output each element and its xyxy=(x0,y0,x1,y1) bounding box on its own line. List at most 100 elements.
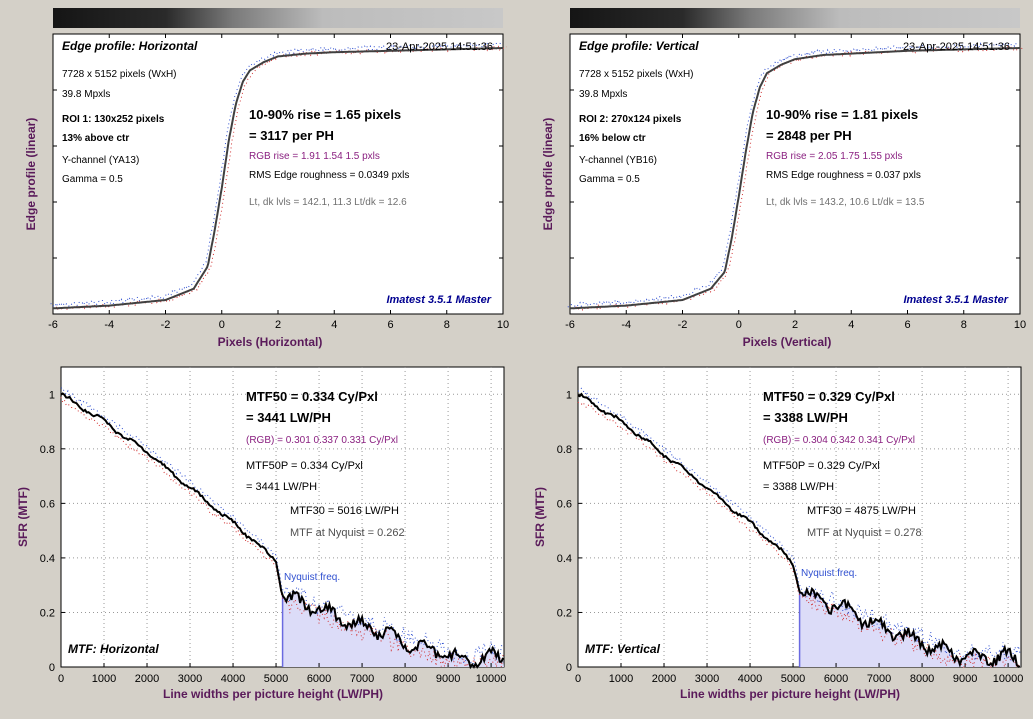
edge-xtick-label: -6 xyxy=(565,319,575,331)
edge-strip-horizontal xyxy=(53,8,503,28)
channel-vertical: Y-channel (YB16) xyxy=(579,155,657,166)
mtf-ytick-label: 0.2 xyxy=(40,607,55,619)
edge-xtick-label: 6 xyxy=(904,319,910,331)
mtf-xtick-label: 7000 xyxy=(867,673,891,685)
mtf-xtick-label: 7000 xyxy=(350,673,374,685)
edge-xtick-label: 10 xyxy=(497,319,509,331)
edge-xtick-label: 8 xyxy=(444,319,450,331)
rgb-rise-horizontal: RGB rise = 1.91 1.54 1.5 pxls xyxy=(249,151,380,162)
rise-vertical: 10-90% rise = 1.81 pixels xyxy=(766,107,918,122)
edge-title-vertical: Edge profile: Vertical xyxy=(579,39,699,53)
light-dark-levels-vertical: Lt, dk lvls = 143.2, 10.6 Lt/dk = 13.5 xyxy=(766,197,925,208)
mtf-axis-ticks-vertical: 0 1000 2000 3000 4000 5000 6000 7000 8000 9000 100… xyxy=(557,389,1024,685)
gamma-vertical: Gamma = 0.5 xyxy=(579,174,640,185)
mtf50-vertical: MTF50 = 0.329 Cy/Pxl xyxy=(763,389,895,404)
edge-timestamp-vertical: 23-Apr-2025 14:51:36 xyxy=(903,41,1010,53)
edge-xtick-label: 6 xyxy=(387,319,393,331)
rgb-rise-vertical: RGB rise = 2.05 1.75 1.55 pxls xyxy=(766,151,902,162)
channel-horizontal: Y-channel (YA13) xyxy=(62,155,139,166)
nyquist-label-horizontal: Nyquist freq. xyxy=(284,572,340,583)
mtf-ytick-label: 0.8 xyxy=(557,444,572,456)
edge-ylabel-vertical: Edge profile (linear) xyxy=(541,118,555,231)
mtf-fill-beyond-nyquist-vertical xyxy=(799,588,1021,667)
mtf50-horizontal: MTF50 = 0.334 Cy/Pxl xyxy=(246,389,378,404)
mtf-rgb-horizontal: (RGB) = 0.301 0.337 0.331 Cy/Pxl xyxy=(246,435,398,446)
mtf-curve-horizontal xyxy=(60,392,505,670)
roi-vertical: ROI 2: 270x124 pixels xyxy=(579,114,682,125)
edge-strip-vertical xyxy=(570,8,1020,28)
mtf-xtick-label: 2000 xyxy=(652,673,676,685)
mtf-ytick-label: 0 xyxy=(566,662,572,674)
edge-roughness-horizontal: RMS Edge roughness = 0.0349 pxls xyxy=(249,170,409,181)
mtf-xtick-label: 8000 xyxy=(910,673,934,685)
mtf-xtick-label: 3000 xyxy=(695,673,719,685)
nyquist-label-vertical: Nyquist freq. xyxy=(801,568,857,579)
edge-axis-ticks-vertical: -6 -4 -2 0 2 4 6 8 10 xyxy=(565,34,1026,331)
edge-curve-blue-horizontal xyxy=(50,42,501,308)
mtf-xtick-label: 10000 xyxy=(993,673,1024,685)
edge-timestamp-horizontal: 23-Apr-2025 14:51:36 xyxy=(386,41,493,53)
roi-position-horizontal: 13% above ctr xyxy=(62,133,129,144)
edge-roughness-vertical: RMS Edge roughness = 0.037 pxls xyxy=(766,170,921,181)
watermark-horizontal: Imatest 3.5.1 Master xyxy=(386,294,491,306)
edge-ylabel-horizontal: Edge profile (linear) xyxy=(24,118,38,231)
edge-xtick-label: -4 xyxy=(621,319,631,331)
rise-horizontal: 10-90% rise = 1.65 pixels xyxy=(249,107,401,122)
roi-position-vertical: 16% below ctr xyxy=(579,133,646,144)
edge-xtick-label: 2 xyxy=(275,319,281,331)
mtf-ytick-label: 1 xyxy=(566,389,572,401)
mtf-xtick-label: 8000 xyxy=(393,673,417,685)
mtf-ytick-label: 0.6 xyxy=(40,498,55,510)
edge-axis-ticks-horizontal: -6 -4 -2 0 2 4 6 8 10 xyxy=(48,34,509,331)
image-size-horizontal: 7728 x 5152 pixels (WxH) xyxy=(62,69,177,80)
mtf-xtick-label: 6000 xyxy=(824,673,848,685)
mtf-panel-horizontal: 0 1000 2000 3000 4000 5000 6000 7000 8000 9000 100… xyxy=(16,366,507,701)
mtf-ytick-label: 0.2 xyxy=(557,607,572,619)
mtf-ytick-label: 0.6 xyxy=(557,498,572,510)
mtf-axis-ticks-horizontal: 0 1000 2000 3000 4000 5000 6000 7000 8000 9000 100… xyxy=(40,389,507,685)
mtf-xtick-label: 1000 xyxy=(92,673,116,685)
mtf-ytick-label: 0.4 xyxy=(40,553,55,565)
mtf-xtick-label: 5000 xyxy=(781,673,805,685)
mtf-ylabel-vertical: SFR (MTF) xyxy=(533,487,547,547)
edge-xtick-label: 0 xyxy=(219,319,225,331)
mtf50-lwph-vertical: = 3388 LW/PH xyxy=(763,410,848,425)
mtf-corner-label-vertical: MTF: Vertical xyxy=(585,642,661,656)
edge-curve-vertical xyxy=(569,47,1020,310)
mtf-xtick-label: 10000 xyxy=(476,673,507,685)
rise-per-ph-vertical: = 2848 per PH xyxy=(766,128,852,143)
light-dark-levels-horizontal: Lt, dk lvls = 142.1, 11.3 Lt/dk = 12.6 xyxy=(249,197,407,208)
mtf-xtick-label: 1000 xyxy=(609,673,633,685)
mtf50p-horizontal: MTF50P = 0.334 Cy/Pxl xyxy=(246,460,363,472)
edge-panel-vertical: -6 -4 -2 0 2 4 6 8 10 Edge profile: Vertical 23-… xyxy=(541,8,1026,349)
mtf30-horizontal: MTF30 = 5016 LW/PH xyxy=(290,505,399,517)
mtf-curve-vertical xyxy=(577,392,1021,669)
image-size-vertical: 7728 x 5152 pixels (WxH) xyxy=(579,69,694,80)
edge-curve-red-vertical xyxy=(572,45,1024,311)
edge-xtick-label: -4 xyxy=(104,319,114,331)
edge-xtick-label: 10 xyxy=(1014,319,1026,331)
mtf50p-lwph-vertical: = 3388 LW/PH xyxy=(763,481,834,493)
mtf-xtick-label: 5000 xyxy=(264,673,288,685)
mtf-xtick-label: 9000 xyxy=(436,673,460,685)
edge-xtick-label: -6 xyxy=(48,319,58,331)
mtf30-vertical: MTF30 = 4875 LW/PH xyxy=(807,505,916,517)
mtf50-lwph-horizontal: = 3441 LW/PH xyxy=(246,410,331,425)
mtf-ytick-label: 0 xyxy=(49,662,55,674)
edge-panel-horizontal: -6 -4 -2 0 2 4 6 8 10 Edge profile: Horizontal 2… xyxy=(24,8,509,349)
edge-xtick-label: 2 xyxy=(792,319,798,331)
mtf-curve-blue-vertical xyxy=(577,387,1021,663)
edge-xtick-label: 4 xyxy=(331,319,337,331)
mtf-xlabel-vertical: Line widths per picture height (LW/PH) xyxy=(680,687,900,701)
mtf-xtick-label: 6000 xyxy=(307,673,331,685)
mtf-xtick-label: 4000 xyxy=(221,673,245,685)
mtf-corner-label-horizontal: MTF: Horizontal xyxy=(68,642,159,656)
mtf50p-lwph-horizontal: = 3441 LW/PH xyxy=(246,481,317,493)
mtf-xlabel-horizontal: Line widths per picture height (LW/PH) xyxy=(163,687,383,701)
mtf-ytick-label: 0.8 xyxy=(40,444,55,456)
edge-xtick-label: -2 xyxy=(161,319,171,331)
edge-plot-area-vertical xyxy=(569,33,1021,315)
mtf-curve-red-vertical xyxy=(577,401,1021,669)
mtf-xtick-label: 3000 xyxy=(178,673,202,685)
